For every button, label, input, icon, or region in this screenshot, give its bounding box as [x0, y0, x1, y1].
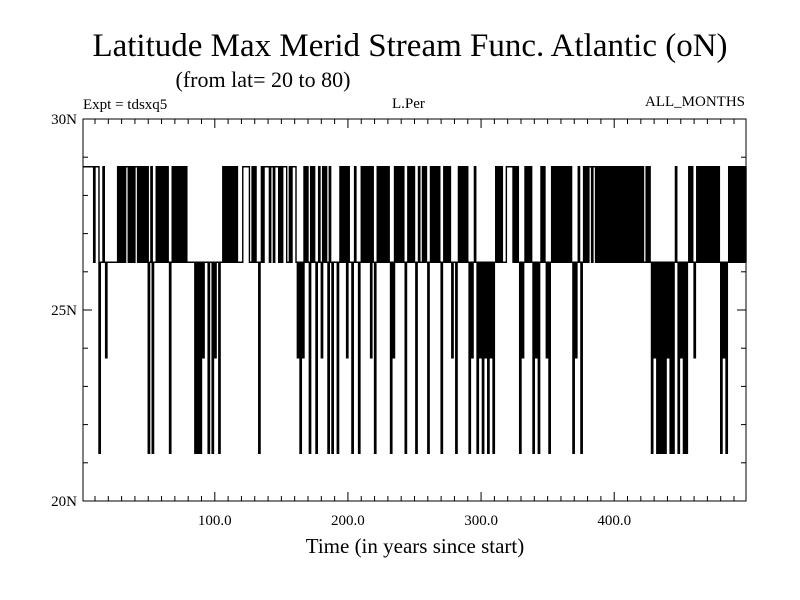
x-tick-label: 100.0 [198, 513, 232, 529]
x-tick-label: 200.0 [331, 513, 365, 529]
y-tick-label: 30N [51, 112, 77, 128]
experiment-label: Expt = tdsxq5 [83, 97, 167, 113]
all-months-label: ALL_MONTHS [645, 94, 745, 110]
x-tick-label: 400.0 [597, 513, 631, 529]
x-axis-label: Time (in years since start) [306, 534, 525, 558]
y-tick-label: 20N [51, 494, 77, 510]
chart-canvas: Latitude Max Merid Stream Func. Atlantic… [0, 0, 800, 600]
chart-subtitle: (from lat= 20 to 80) [176, 67, 351, 92]
x-tick-label: 300.0 [464, 513, 498, 529]
lper-label: L.Per [392, 96, 425, 112]
chart-title: Latitude Max Merid Stream Func. Atlantic… [92, 28, 727, 64]
y-tick-label: 25N [51, 303, 77, 319]
